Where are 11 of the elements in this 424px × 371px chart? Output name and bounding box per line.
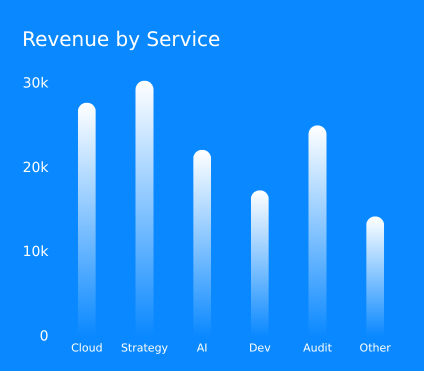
chart-title: Revenue by Service <box>22 27 220 52</box>
x-tick-label: Other <box>360 342 392 354</box>
y-tick-label: 0 <box>40 328 48 344</box>
y-tick-label: 30k <box>22 76 50 92</box>
x-tick-label: Audit <box>303 342 333 354</box>
x-tick-label: Strategy <box>120 342 169 354</box>
x-tick-label: AI <box>196 342 208 354</box>
x-tick-label: Dev <box>248 342 272 354</box>
y-tick-label: 10k <box>22 244 50 260</box>
x-tick-label: Cloud <box>71 342 103 354</box>
y-tick-label: 20k <box>22 160 50 176</box>
